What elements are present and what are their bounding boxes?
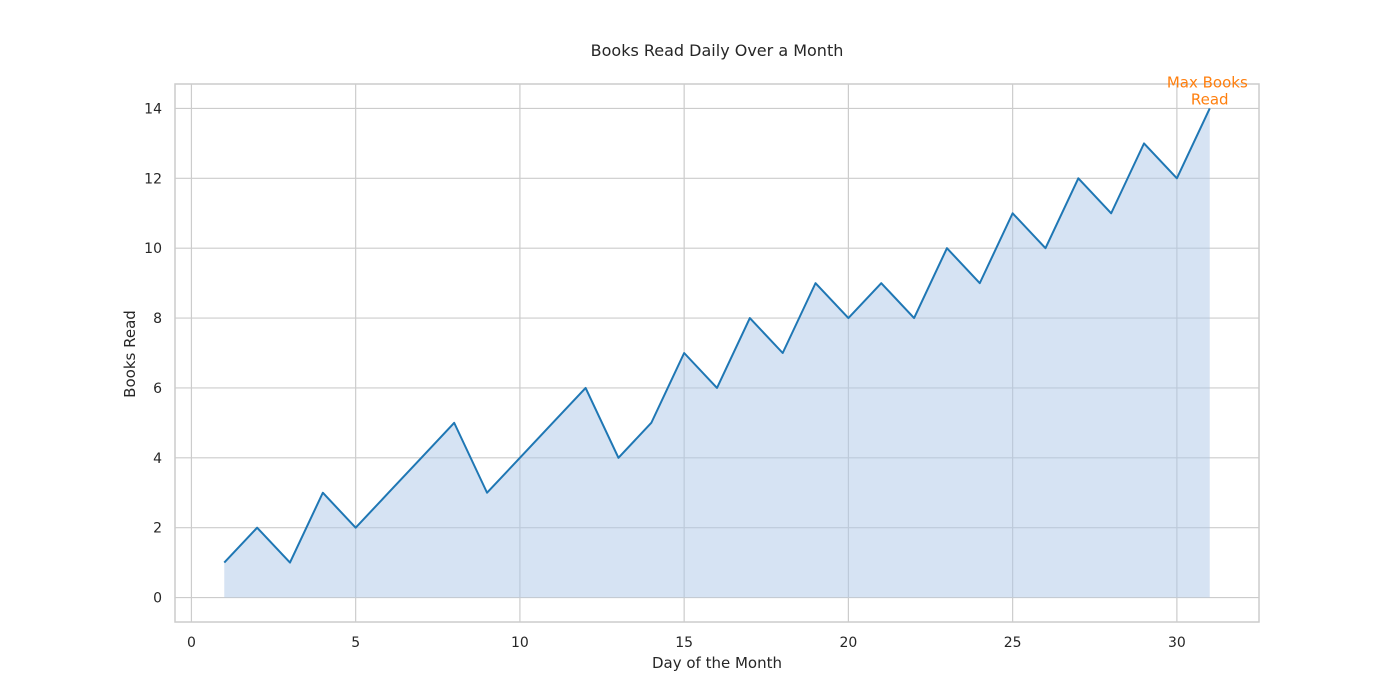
y-axis-ticks: 0 2 4 6 8 10 12 14 — [144, 101, 162, 606]
data-point-day-6 — [387, 491, 391, 495]
data-point-day-16 — [715, 386, 719, 390]
chart-title: Books Read Daily Over a Month — [591, 41, 844, 60]
data-point-day-22 — [912, 316, 916, 320]
x-tick-label: 20 — [839, 635, 857, 651]
x-tick-label: 15 — [675, 635, 693, 651]
y-tick-label: 0 — [153, 591, 162, 607]
x-tick-label: 30 — [1168, 635, 1186, 651]
plot-frame — [174, 83, 1260, 623]
data-point-day-25 — [1011, 211, 1015, 215]
y-tick-label: 14 — [144, 101, 162, 117]
data-point-day-12 — [584, 386, 588, 390]
y-tick-label: 6 — [153, 381, 162, 397]
data-point-day-3 — [288, 561, 292, 565]
area-layer — [224, 108, 1210, 598]
data-point-day-5 — [354, 526, 358, 530]
data-point-day-23 — [945, 246, 949, 250]
x-axis-label: Day of the Month — [652, 654, 782, 672]
x-tick-label: 10 — [511, 635, 529, 651]
data-point-day-10 — [518, 456, 522, 460]
data-point-day-1 — [222, 561, 226, 565]
y-tick-label: 2 — [153, 521, 162, 537]
data-point-day-18 — [781, 351, 785, 355]
y-tick-label: 12 — [144, 171, 162, 187]
max-books-annotation: Max Books Read — [1167, 73, 1253, 108]
data-point-day-15 — [682, 351, 686, 355]
annotation-line-1: Max Books — [1167, 73, 1248, 91]
x-tick-label: 5 — [351, 635, 360, 651]
data-point-day-4 — [321, 491, 325, 495]
data-point-day-27 — [1076, 176, 1080, 180]
y-axis-label: Books Read — [121, 310, 139, 398]
data-point-day-20 — [846, 316, 850, 320]
data-point-day-8 — [452, 421, 456, 425]
data-point-day-21 — [879, 281, 883, 285]
data-point-day-17 — [748, 316, 752, 320]
y-tick-label: 8 — [153, 311, 162, 327]
area-fill — [224, 108, 1210, 598]
data-point-day-29 — [1142, 141, 1146, 145]
annotation-line-2: Read — [1191, 90, 1229, 108]
data-point-day-11 — [551, 421, 555, 425]
books-read-line — [223, 108, 1211, 564]
data-point-day-19 — [814, 281, 818, 285]
x-axis-ticks: 0 5 10 15 20 25 30 — [187, 635, 1186, 651]
data-point-day-30 — [1175, 176, 1179, 180]
data-point-day-9 — [485, 491, 489, 495]
data-point-day-26 — [1043, 246, 1047, 250]
y-tick-label: 10 — [144, 241, 162, 257]
data-point-day-13 — [616, 456, 620, 460]
line-layer — [222, 108, 1211, 565]
y-tick-label: 4 — [153, 451, 162, 467]
data-point-day-24 — [978, 281, 982, 285]
data-point-day-28 — [1109, 211, 1113, 215]
data-point-day-14 — [649, 421, 653, 425]
data-point-day-7 — [419, 456, 423, 460]
x-tick-label: 0 — [187, 635, 196, 651]
data-point-day-2 — [255, 526, 259, 530]
x-tick-label: 25 — [1004, 635, 1022, 651]
